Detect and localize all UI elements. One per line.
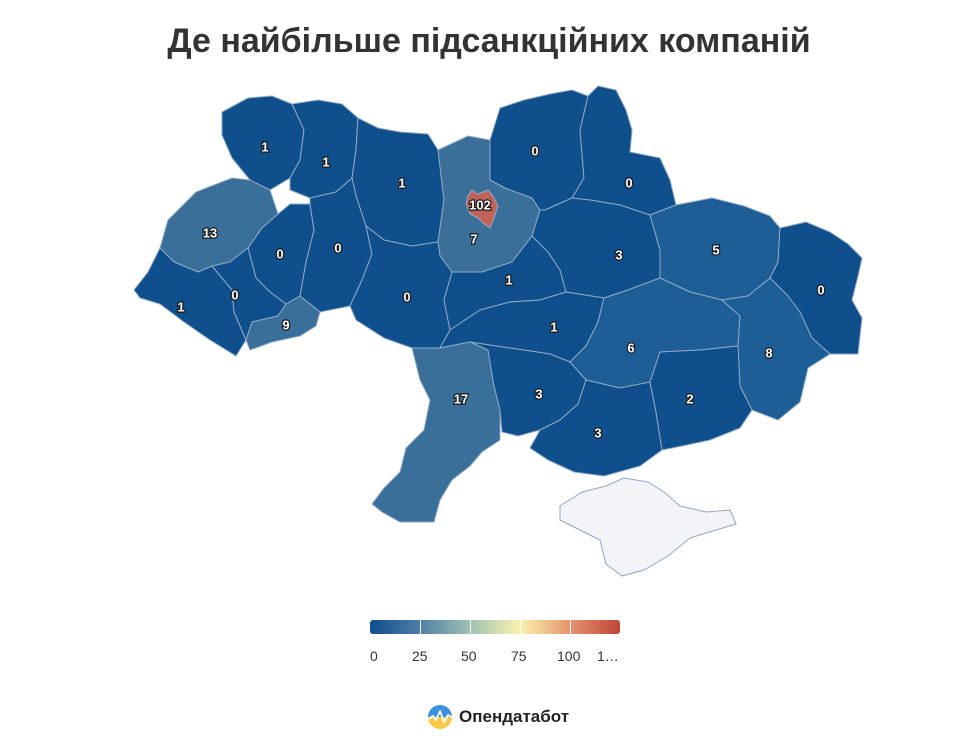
legend-tick: 25	[412, 648, 428, 664]
region-value-label: 1	[550, 319, 557, 334]
region-value-label: 3	[535, 386, 542, 401]
region-value-label: 1	[322, 154, 329, 169]
region-value-label: 0	[531, 143, 538, 158]
region-value-label: 3	[615, 247, 622, 262]
legend-tick: 0	[370, 648, 378, 664]
legend-tick: 75	[511, 648, 527, 664]
color-scale-legend: 0 25 50 75 100 1…	[370, 620, 622, 668]
region-value-label: 8	[765, 345, 772, 360]
region-value-label: 0	[625, 175, 632, 190]
region-value-label: 1	[261, 139, 268, 154]
region-value-label: 0	[231, 287, 238, 302]
region-value-label: 9	[282, 317, 289, 332]
region-zaporizhzhia[interactable]	[649, 345, 753, 451]
legend-tick: 50	[461, 648, 477, 664]
ukraine-choropleth-map: 1 1 1 7 102 0 0 13 0 0 0 1 3 5 0 1 0 9 1…	[133, 85, 863, 577]
color-scale-bar	[370, 620, 620, 634]
region-value-label: 102	[469, 197, 491, 212]
brand-footer[interactable]: Опендатабот	[427, 704, 569, 730]
region-value-label: 3	[594, 425, 601, 440]
region-value-label: 6	[627, 340, 634, 355]
region-value-label: 13	[203, 225, 217, 240]
region-value-label: 1	[398, 175, 405, 190]
region-value-label: 2	[686, 391, 693, 406]
region-value-label: 7	[470, 231, 477, 246]
legend-tick: 1…	[597, 648, 619, 664]
region-value-label: 17	[454, 391, 468, 406]
region-value-label: 0	[817, 282, 824, 297]
region-value-label: 0	[276, 246, 283, 261]
region-odesa[interactable]	[371, 341, 501, 523]
legend-divider	[470, 620, 471, 634]
map-title: Де найбільше підсанкційних компаній	[167, 22, 811, 60]
region-zakarpattia[interactable]	[133, 247, 247, 357]
legend-divider	[570, 620, 571, 634]
region-value-label: 5	[712, 242, 719, 257]
region-value-label: 0	[334, 240, 341, 255]
opendatabot-logo-icon	[428, 705, 452, 729]
legend-divider	[420, 620, 421, 634]
region-chernivtsi[interactable]	[245, 295, 321, 351]
region-crimea[interactable]	[559, 477, 737, 577]
region-value-label: 1	[177, 299, 184, 314]
brand-name: Опендатабот	[459, 707, 570, 726]
region-value-label: 1	[505, 272, 512, 287]
region-sumy[interactable]	[571, 85, 677, 216]
legend-divider	[520, 620, 521, 634]
region-kyiv-city[interactable]	[465, 189, 499, 229]
region-value-label: 0	[403, 289, 410, 304]
legend-tick: 100	[557, 648, 581, 664]
legend-tick-labels: 0 25 50 75 100 1…	[370, 648, 622, 668]
